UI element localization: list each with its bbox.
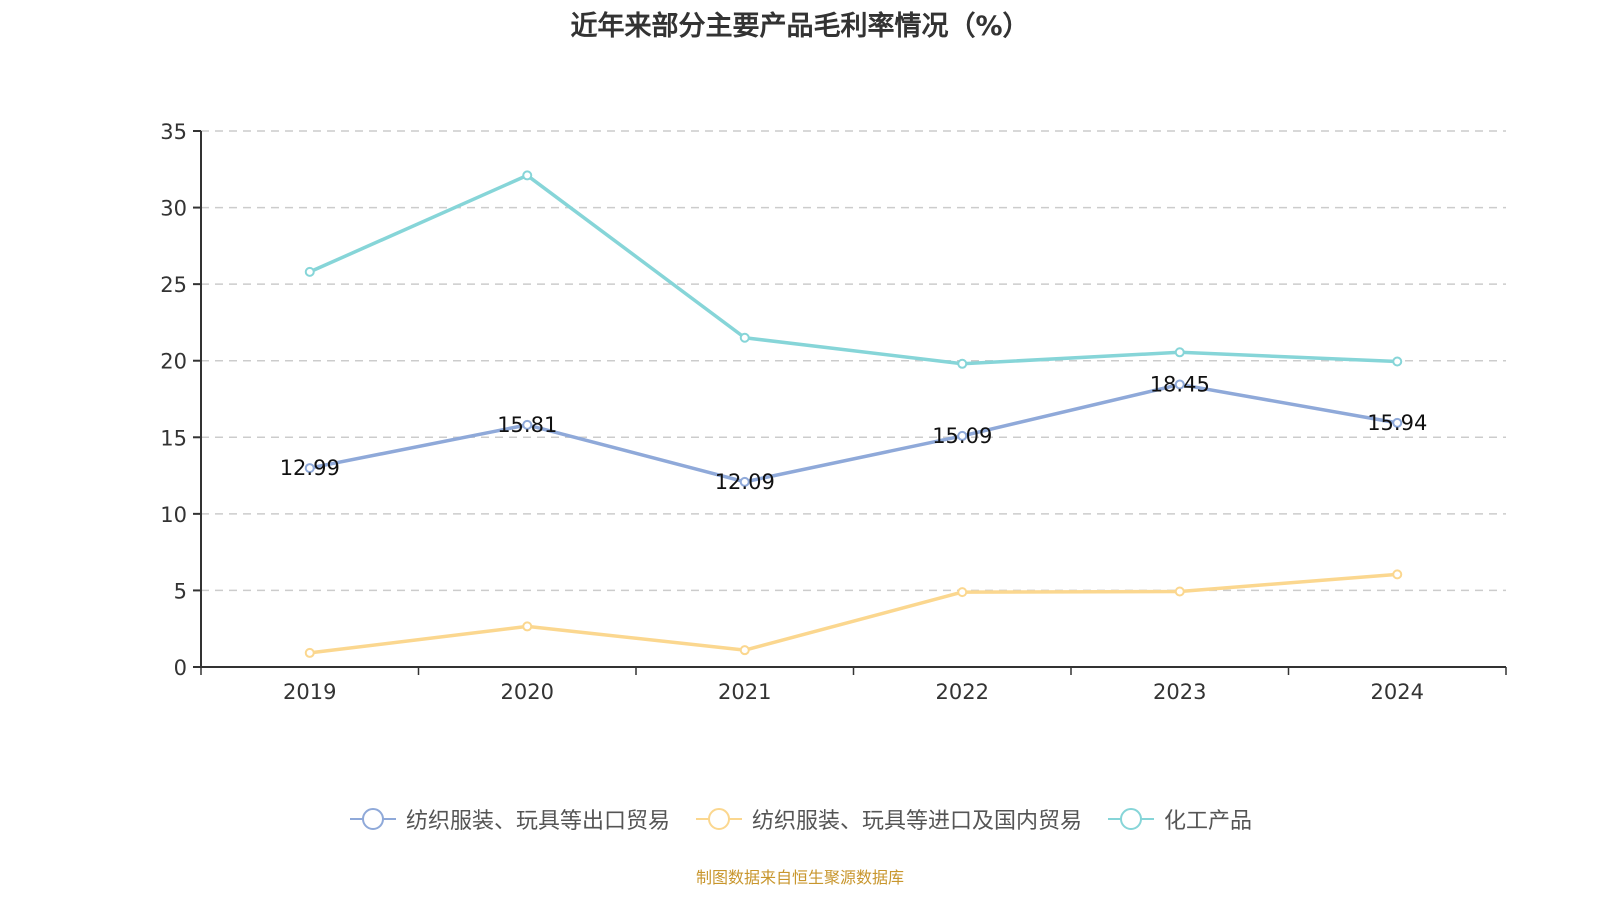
data-point[interactable] bbox=[739, 476, 750, 487]
axes: 0 5 10 15 20 25 30 35 2019 2020 2021 2022 2023 2024 bbox=[160, 120, 1507, 704]
data-point[interactable] bbox=[1392, 417, 1403, 428]
data-point[interactable] bbox=[957, 430, 968, 441]
data-label: 12.99 bbox=[280, 456, 340, 480]
y-tick-label: 30 bbox=[160, 197, 187, 221]
data-point[interactable] bbox=[522, 419, 533, 430]
series-1 bbox=[304, 569, 1403, 658]
series-line bbox=[309, 173, 1398, 366]
data-point[interactable] bbox=[1392, 356, 1403, 367]
data-point[interactable] bbox=[1174, 347, 1185, 358]
data-point[interactable] bbox=[739, 645, 750, 656]
legend-label: 纺织服装、玩具等进口及国内贸易 bbox=[751, 809, 1082, 834]
series-line bbox=[309, 572, 1398, 655]
legend-line-circle-icon bbox=[349, 808, 396, 830]
x-tick-label: 2023 bbox=[1153, 680, 1206, 704]
data-point[interactable] bbox=[739, 332, 750, 343]
data-point[interactable] bbox=[304, 647, 315, 658]
series-2 bbox=[304, 170, 1403, 369]
legend-item[interactable]: 纺织服装、玩具等出口贸易 bbox=[348, 803, 670, 835]
x-tick-label: 2019 bbox=[283, 680, 336, 704]
y-tick-label: 0 bbox=[174, 656, 187, 680]
series-0 bbox=[304, 379, 1403, 487]
legend-label: 化工产品 bbox=[1164, 809, 1253, 834]
legend-item[interactable]: 化工产品 bbox=[1106, 803, 1252, 835]
data-label: 15.81 bbox=[497, 413, 557, 437]
data-point[interactable] bbox=[957, 587, 968, 598]
data-point[interactable] bbox=[522, 170, 533, 181]
legend-label: 纺织服装、玩具等出口贸易 bbox=[405, 809, 670, 834]
legend-line-circle-icon bbox=[1108, 808, 1154, 830]
data-point[interactable] bbox=[1174, 379, 1185, 390]
legend-item[interactable]: 纺织服装、玩具等进口及国内贸易 bbox=[694, 803, 1082, 835]
x-tick-label: 2022 bbox=[936, 680, 989, 704]
y-tick-label: 35 bbox=[160, 120, 187, 144]
y-tick-label: 10 bbox=[160, 503, 187, 527]
data-point[interactable] bbox=[1392, 569, 1403, 580]
legend: 纺织服装、玩具等出口贸易 纺织服装、玩具等进口及国内贸易 化工产品 bbox=[0, 803, 1600, 835]
data-point[interactable] bbox=[1174, 586, 1185, 597]
data-source-note: 制图数据来自恒生聚源数据库 bbox=[695, 868, 904, 887]
data-label: 18.45 bbox=[1150, 372, 1210, 396]
legend-line-circle-icon bbox=[695, 808, 742, 830]
data-point[interactable] bbox=[522, 621, 533, 632]
series-line bbox=[309, 382, 1398, 484]
data-label: 15.09 bbox=[932, 424, 992, 448]
chart-title: 近年来部分主要产品毛利率情况（%） bbox=[570, 11, 1030, 42]
y-tick-label: 25 bbox=[160, 273, 187, 297]
series-lines bbox=[304, 170, 1403, 658]
y-tick-label: 5 bbox=[174, 579, 187, 603]
data-label: 12.09 bbox=[715, 470, 775, 494]
data-label: 15.94 bbox=[1367, 411, 1427, 435]
y-tick-label: 20 bbox=[160, 350, 187, 374]
x-tick-label: 2024 bbox=[1371, 680, 1424, 704]
data-point[interactable] bbox=[304, 463, 315, 474]
x-tick-label: 2021 bbox=[718, 680, 771, 704]
grid-lines bbox=[201, 130, 1506, 592]
x-tick-label: 2020 bbox=[501, 680, 554, 704]
data-point[interactable] bbox=[957, 358, 968, 369]
y-tick-label: 15 bbox=[160, 426, 187, 450]
data-labels: 12.99 15.81 12.09 15.09 18.45 15.94 bbox=[280, 372, 1428, 493]
data-point[interactable] bbox=[304, 266, 315, 277]
